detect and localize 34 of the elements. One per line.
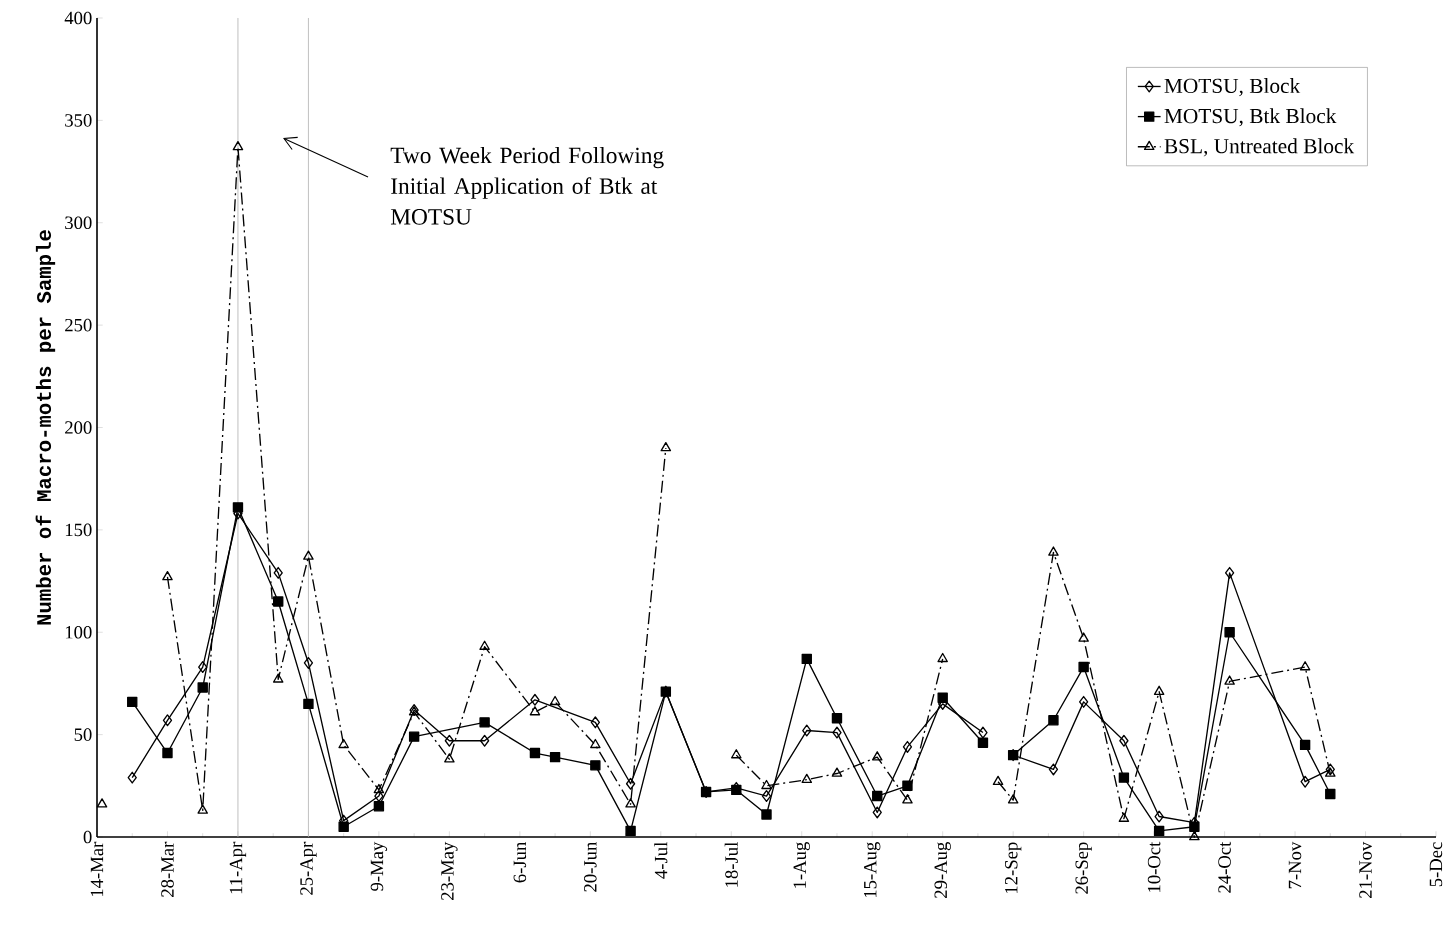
x-tick-label: 9-May — [370, 841, 388, 891]
y-tick-label: 350 — [65, 114, 92, 127]
x-tick-label: 18-Jul — [724, 842, 738, 887]
x-tick-label: 24-Oct — [1218, 841, 1231, 893]
legend-label: MOTSU, Block — [1164, 78, 1301, 97]
y-tick-label: 0 — [83, 830, 92, 844]
y-tick-label: 150 — [65, 523, 92, 537]
x-tick-label: 29-Aug — [934, 842, 951, 898]
x-tick-label: 26-Sep — [1075, 842, 1092, 894]
x-tick-label: 15-Aug — [864, 842, 881, 898]
y-tick-label: 100 — [65, 625, 92, 639]
x-tick-label: 4-Jul — [654, 842, 668, 879]
legend-label: MOTSU, Btk Block — [1164, 108, 1337, 127]
y-axis-title: Number of Macro-moths per Sample — [35, 230, 56, 625]
x-tick-label: 6-Jun — [513, 841, 527, 883]
x-tick-label: 5-Dec — [1429, 842, 1443, 887]
x-tick-label: 7-Nov — [1288, 841, 1302, 889]
x-tick-label: 28-Mar — [161, 841, 174, 897]
y-tick-label: 400 — [64, 11, 92, 25]
x-tick-label: 1-Aug — [793, 842, 810, 888]
x-tick-label: 25-Apr — [300, 841, 317, 895]
x-tick-label: 11-Apr — [229, 841, 247, 894]
y-tick-label: 200 — [65, 421, 92, 434]
x-tick-label: 20-Jun — [584, 841, 597, 892]
y-tick-label: 250 — [65, 318, 92, 332]
x-tick-label: 10-Oct — [1147, 841, 1161, 892]
x-tick-label: 14-Mar — [90, 841, 104, 897]
x-tick-label: 12-Sep — [1004, 842, 1022, 893]
x-tick-label: 23-May — [441, 841, 458, 900]
annotation: Two Week Period Following Initial Application of Btk at MOTSU — [390, 146, 664, 225]
y-tick-label: 300 — [65, 216, 92, 230]
x-tick-label: 21-Nov — [1359, 841, 1372, 898]
y-tick-label: 50 — [74, 728, 92, 741]
legend-label: BSL, Untreated Block — [1164, 138, 1355, 157]
